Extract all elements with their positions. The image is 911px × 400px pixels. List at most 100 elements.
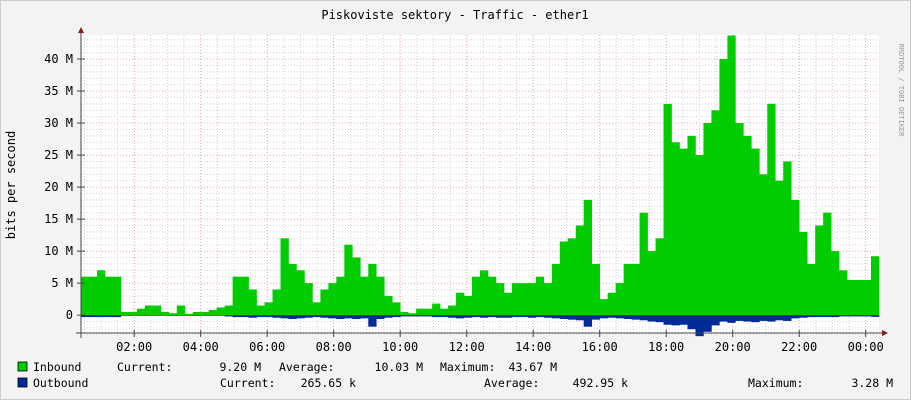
outbound-bar <box>767 315 776 322</box>
inbound-bar <box>392 302 401 316</box>
inbound-bar <box>871 256 880 316</box>
outbound-bar <box>759 315 768 321</box>
outbound-bar <box>296 315 305 319</box>
outbound-bar <box>847 315 856 317</box>
inbound-bar <box>631 263 640 316</box>
inbound-bar <box>88 276 98 316</box>
inbound-bar <box>224 305 233 316</box>
outbound-bar <box>432 315 441 318</box>
legend-inbound-current-label: Current: <box>117 360 172 374</box>
legend-outbound-current-label: Current: <box>220 376 275 390</box>
inbound-bar <box>344 244 353 316</box>
x-tick-label: 02:00 <box>116 340 152 354</box>
outbound-bar <box>647 315 656 322</box>
x-tick-label: 06:00 <box>249 340 285 354</box>
inbound-bar <box>240 276 249 316</box>
inbound-bar <box>360 276 369 316</box>
outbound-bar <box>368 315 377 327</box>
legend-outbound-average: 492.95 k <box>573 376 628 390</box>
inbound-bar <box>639 212 648 316</box>
x-tick-label: 16:00 <box>582 340 618 354</box>
outbound-bar <box>551 315 561 319</box>
inbound-bar <box>783 161 792 316</box>
outbound-bar <box>751 315 760 323</box>
inbound-bar <box>735 123 744 316</box>
outbound-bar <box>511 315 521 318</box>
outbound-bar <box>208 315 217 316</box>
x-tick-label: 10:00 <box>382 340 418 354</box>
outbound-bar <box>160 315 170 316</box>
outbound-bar <box>232 315 241 318</box>
outbound-bar <box>392 315 401 318</box>
inbound-bar <box>320 289 329 316</box>
inbound-bar <box>671 142 680 316</box>
inbound-bar <box>472 276 481 316</box>
outbound-bar <box>168 315 178 316</box>
legend-outbound-maximum: 3.28 M <box>851 376 893 390</box>
inbound-bar <box>791 199 800 316</box>
legend-outbound-average-label: Average: <box>484 376 539 390</box>
outbound-bar <box>623 315 632 319</box>
outbound-bar <box>384 315 393 318</box>
inbound-bar <box>304 283 313 316</box>
inbound-bar <box>519 283 529 316</box>
y-tick-label: 5 M <box>51 276 73 290</box>
outbound-bar <box>120 315 130 316</box>
inbound-bar <box>192 311 201 316</box>
y-tick-label: 25 M <box>44 148 73 162</box>
legend-inbound-maximum: 43.67 M <box>509 360 558 374</box>
outbound-bar <box>791 315 800 319</box>
inbound-bar <box>400 311 409 316</box>
outbound-bar <box>871 315 880 317</box>
outbound-bar <box>591 315 600 320</box>
legend-inbound-average-label: Average: <box>279 360 334 374</box>
legend-outbound-maximum-label: Maximum: <box>748 376 803 390</box>
inbound-bar <box>328 283 337 316</box>
inbound-bar <box>368 263 377 316</box>
outbound-bar <box>679 315 688 325</box>
inbound-bar <box>232 276 241 316</box>
inbound-bar <box>136 308 146 316</box>
x-tick-label: 20:00 <box>715 340 751 354</box>
inbound-bar <box>535 276 545 316</box>
outbound-bar <box>775 315 784 321</box>
inbound-bar <box>448 305 457 316</box>
inbound-bar <box>440 308 449 316</box>
outbound-bar <box>152 315 162 316</box>
series-inbound <box>81 35 880 316</box>
inbound-bar <box>607 292 616 316</box>
outbound-bar <box>567 315 577 320</box>
outbound-bar <box>112 315 122 318</box>
inbound-bar <box>264 302 273 316</box>
inbound-bar <box>687 135 696 316</box>
outbound-bar <box>440 315 449 318</box>
outbound-bar <box>607 315 616 318</box>
outbound-bar <box>128 315 138 316</box>
x-tick-label: 04:00 <box>183 340 219 354</box>
outbound-bar <box>336 315 345 319</box>
x-tick-label: 00:00 <box>848 340 884 354</box>
inbound-bar <box>583 199 593 316</box>
outbound-bar <box>408 315 417 317</box>
inbound-bar <box>256 305 265 316</box>
inbound-bar <box>248 289 257 316</box>
inbound-bar <box>831 251 840 316</box>
inbound-bar <box>511 283 521 316</box>
x-tick-label: 18:00 <box>648 340 684 354</box>
outbound-bar <box>200 315 209 316</box>
inbound-bar <box>591 263 600 316</box>
inbound-bar <box>120 311 130 316</box>
legend-inbound-name: Inbound <box>33 360 81 374</box>
outbound-bar <box>487 315 497 318</box>
inbound-bar <box>495 283 505 316</box>
inbound-bar <box>456 292 465 316</box>
inbound-bar <box>551 263 561 316</box>
inbound-bar <box>184 313 194 316</box>
tick-labels: 0 5 M 10 M 15 M 20 M 25 M 30 M 35 M 40 M 02:00 04:… <box>44 52 884 354</box>
outbound-bar <box>839 315 848 317</box>
inbound-bar <box>487 276 497 316</box>
inbound-bar <box>703 123 712 316</box>
outbound-bar <box>304 315 313 318</box>
outbound-bar <box>695 315 704 337</box>
